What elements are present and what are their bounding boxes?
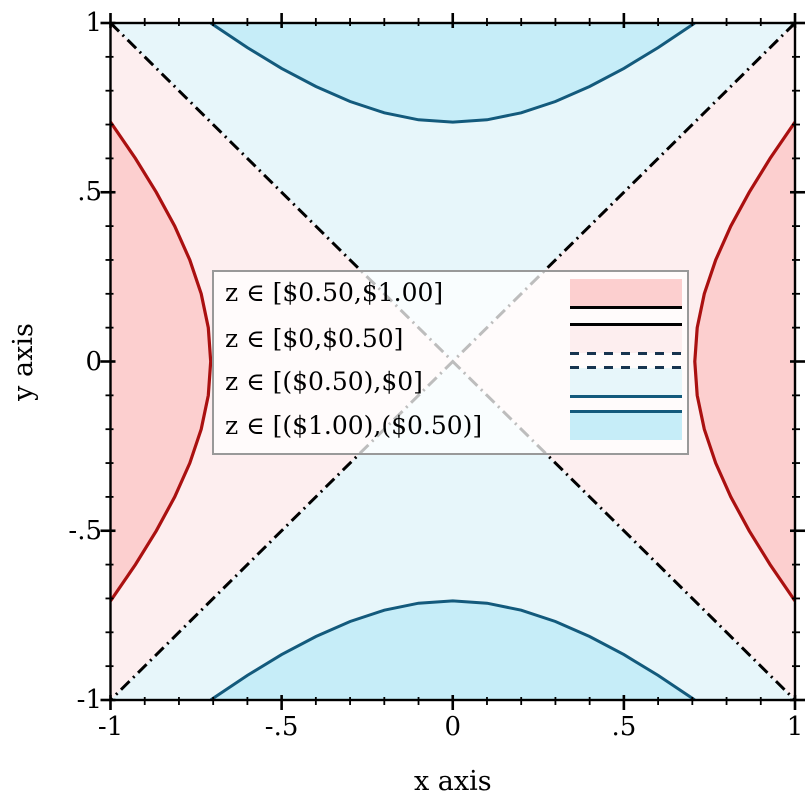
legend-line-solid-blue — [570, 409, 682, 413]
legend-line-solid-blue — [570, 394, 682, 398]
y-tick-label-0: 0 — [85, 346, 102, 377]
y-tick-label-1: 1 — [85, 8, 102, 38]
y-tick-label-neg05: -.5 — [68, 515, 102, 546]
x-tick-label-neg1: -1 — [97, 712, 124, 742]
y-tick-label-neg1: -1 — [76, 685, 102, 715]
legend-entry-label: z ∈ [$0.50,$1.00] — [225, 278, 444, 307]
x-axis-label: x axis — [413, 766, 492, 797]
contour-line-pos-right — [693, 121, 797, 602]
region-fill-left-red — [110, 122, 211, 601]
legend-line-dashed-navy — [570, 365, 682, 369]
legend-swatch-interval-2 — [570, 322, 682, 355]
x-tick-label-1: 1 — [786, 712, 804, 742]
x-tick-label-0: 0 — [444, 712, 462, 742]
legend-swatch-interval-1 — [570, 279, 682, 309]
x-tick-label-neg05: -.5 — [264, 712, 299, 742]
legend-entry-label: z ∈ [$0,$0.50] — [225, 323, 404, 353]
region-fill-bottom-cyan — [210, 600, 695, 700]
y-axis-label: y axis — [8, 322, 39, 401]
contour-line-neg-top — [209, 21, 696, 124]
legend-line-solid-black — [570, 306, 682, 309]
region-fill-bottom-quadrant — [110, 361, 795, 700]
region-fill-top-cyan — [210, 23, 695, 123]
x-tick-label-05: .5 — [611, 712, 637, 742]
legend-box: z ∈ [$0.50,$1.00] z ∈ [$0,$0.50] z ∈ [($… — [212, 270, 689, 455]
region-fill-right-red — [694, 122, 795, 601]
contour-line-pos-left — [109, 121, 213, 602]
legend-entry-label: z ∈ [($1.00),($0.50)] — [225, 410, 483, 440]
y-tick-label-05: .5 — [77, 177, 102, 208]
legend-entry-label: z ∈ [($0.50),$0] — [225, 366, 423, 396]
legend-line-solid-black — [570, 322, 682, 326]
contour-line-neg-bottom — [209, 599, 696, 702]
legend-swatch-interval-4 — [570, 409, 682, 440]
region-fill-top-quadrant — [110, 23, 795, 362]
plot-frame — [109, 21, 797, 702]
legend-swatch-interval-3 — [570, 365, 682, 398]
legend-line-dashed-navy — [570, 351, 682, 355]
